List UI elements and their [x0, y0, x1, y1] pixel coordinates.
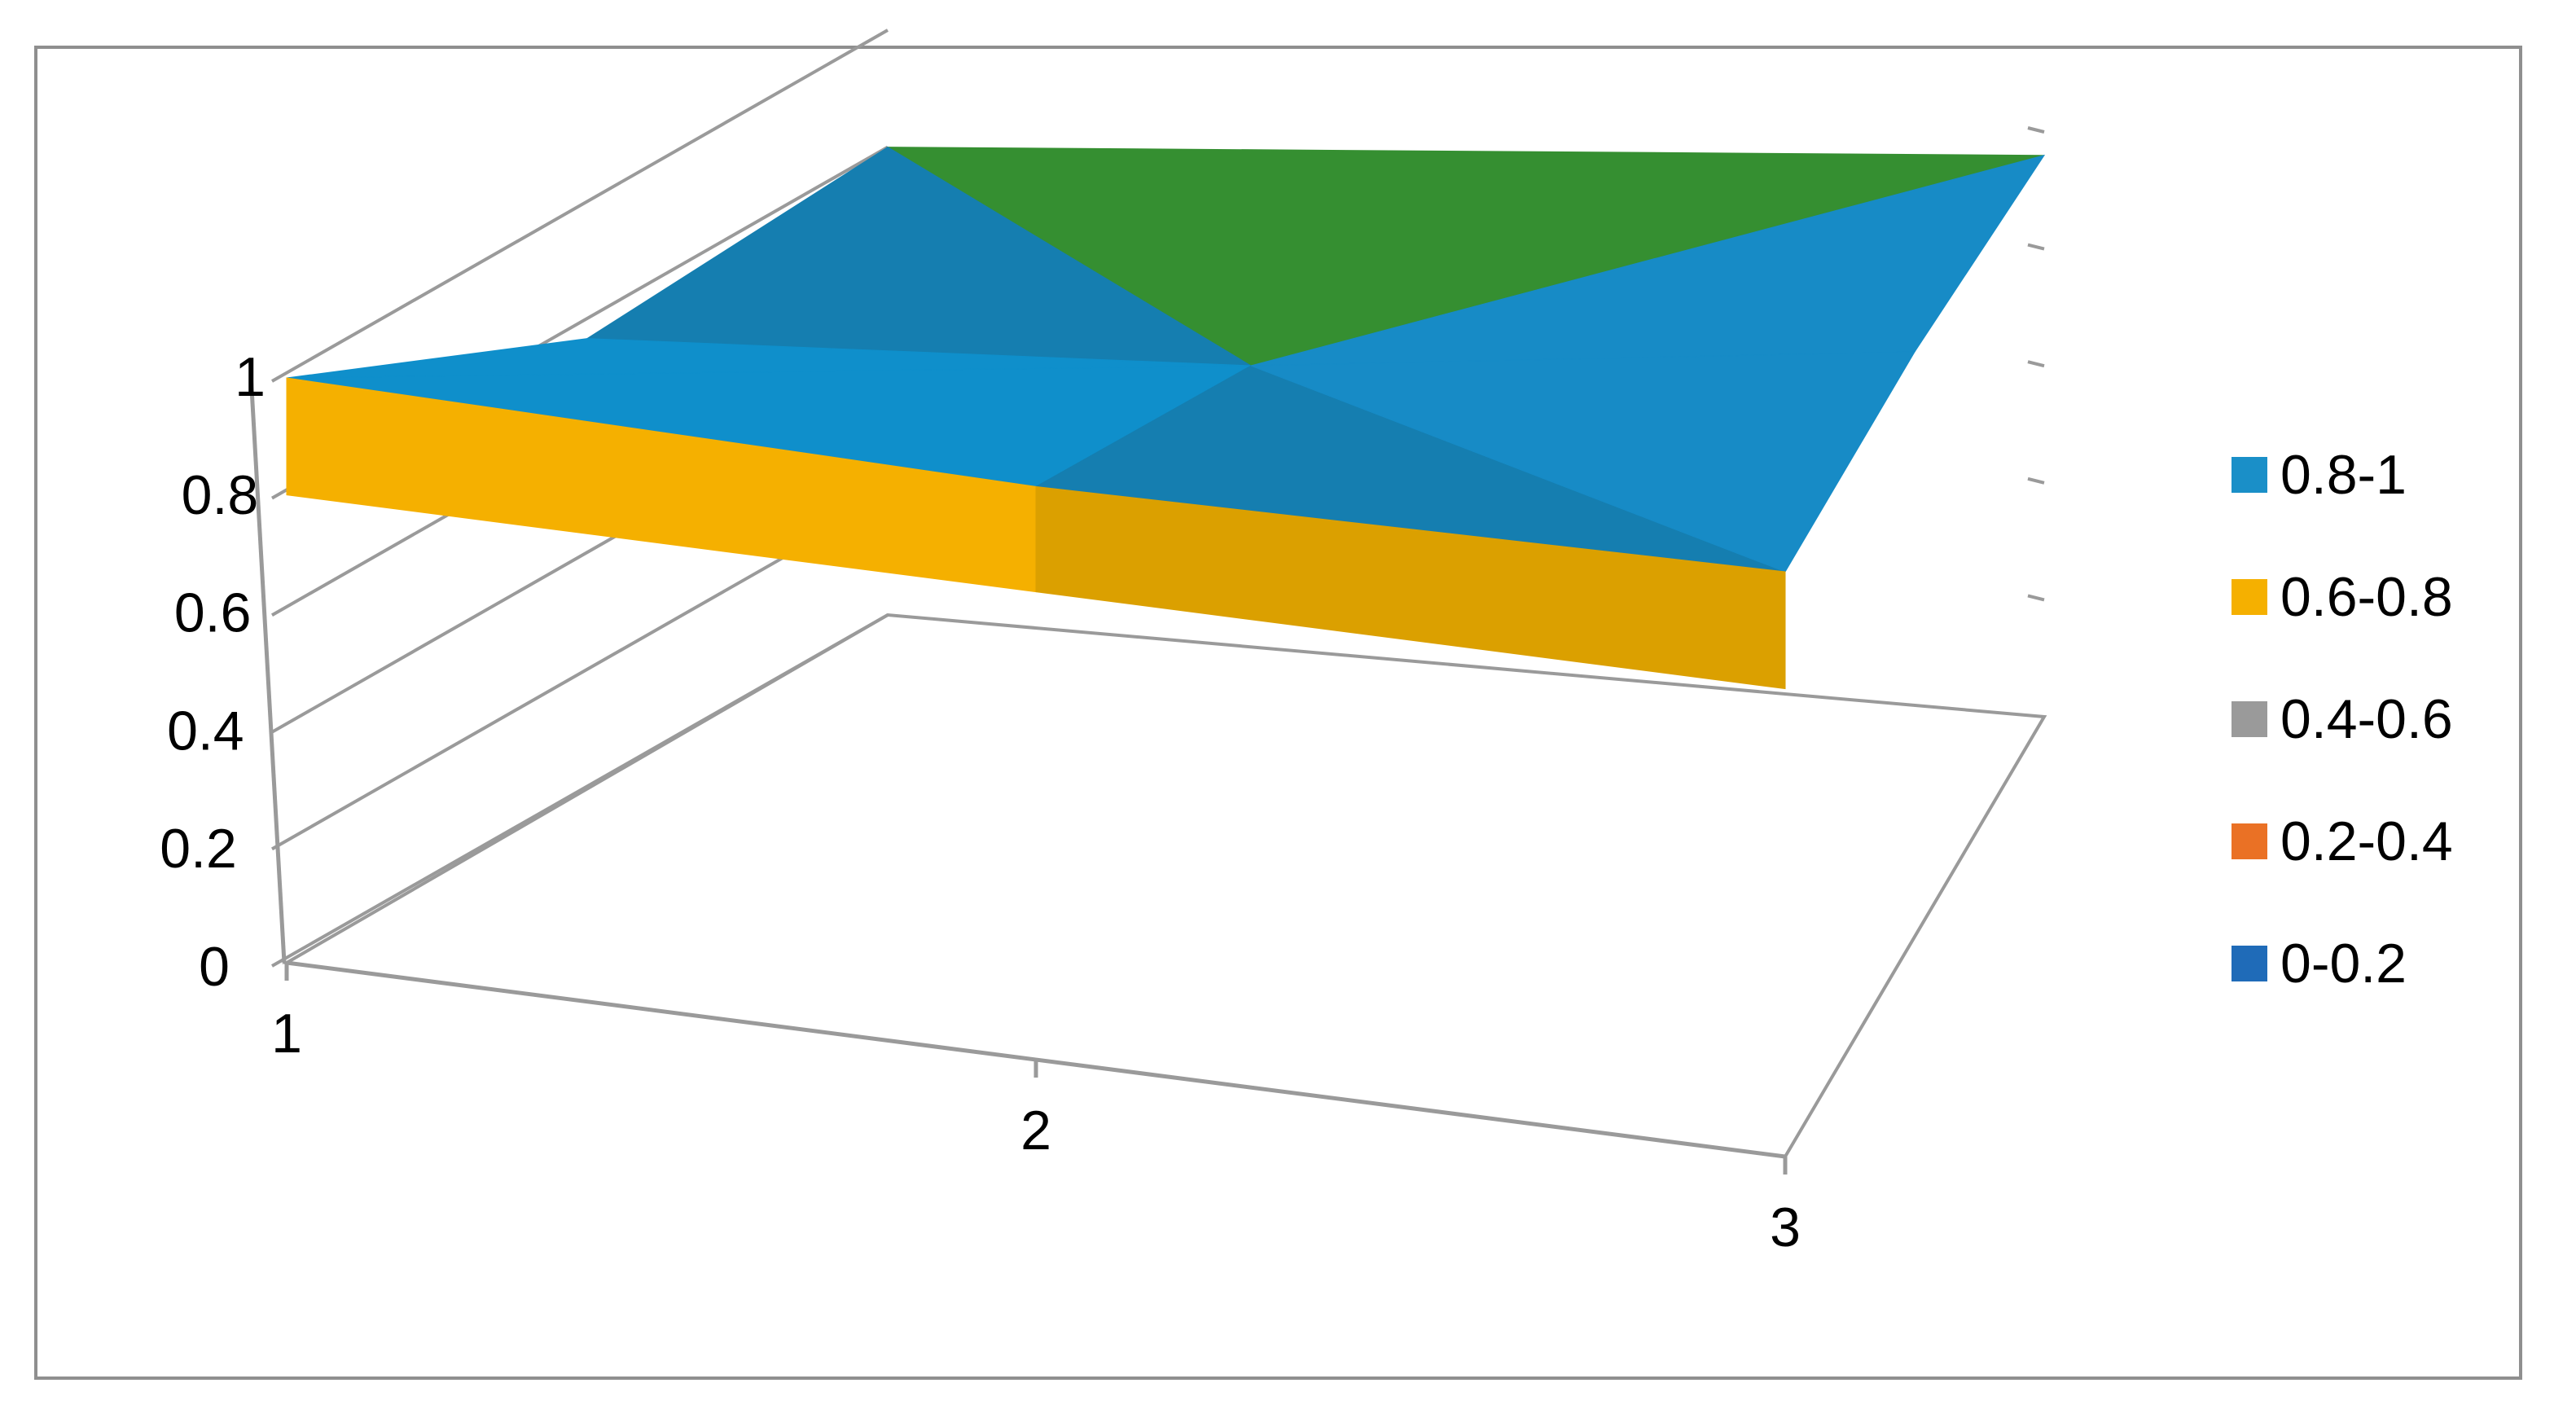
legend-label: 0.8-1 [2280, 444, 2407, 506]
legend-swatch [2232, 823, 2267, 859]
surface-face-right [1250, 351, 1916, 573]
z-tick-label: 0.8 [182, 464, 259, 526]
surface-band-orange-right [1035, 485, 1786, 690]
legend-label: 0-0.2 [2280, 933, 2407, 995]
x-tick-label: 3 [1770, 1196, 1801, 1258]
back-wall-gridline [2027, 243, 2045, 251]
z-tick-label: 0.2 [160, 818, 237, 880]
legend-item: 0.6-0.8 [2232, 566, 2453, 628]
z-axis-line [248, 373, 287, 964]
back-wall-gridline [2027, 126, 2045, 134]
back-wall-gridline [2027, 360, 2045, 368]
legend-item: 0.8-1 [2232, 444, 2407, 506]
back-wall-gridline [2027, 594, 2045, 602]
x-tick-label: 2 [1020, 1100, 1051, 1161]
z-tick-label: 0 [199, 936, 230, 998]
legend-swatch [2232, 701, 2267, 737]
legend-item: 0.2-0.4 [2232, 810, 2453, 872]
legend-swatch [2232, 457, 2267, 493]
surface-face-left [286, 338, 1252, 379]
left-wall-gridline [271, 613, 889, 968]
legend-swatch [2232, 579, 2267, 615]
tick-layer: 0 0.2 0.4 0.6 0.8 1 1 2 3 [160, 346, 1801, 1258]
x-tick-label: 1 [271, 1003, 302, 1065]
z-tick-label: 0.4 [167, 700, 244, 762]
back-wall-gridline [2027, 476, 2045, 485]
left-wall-gridline [271, 29, 889, 383]
legend-item: 0-0.2 [2232, 933, 2407, 995]
z-tick-label: 1 [235, 346, 265, 408]
legend-label: 0.2-0.4 [2280, 810, 2453, 872]
legend-label: 0.6-0.8 [2280, 566, 2453, 628]
legend: 0.8-1 0.6-0.8 0.4-0.6 0.2-0.4 0-0.2 [2232, 444, 2453, 995]
legend-item: 0.4-0.6 [2232, 688, 2453, 750]
legend-label: 0.4-0.6 [2280, 688, 2453, 750]
axis-layer [248, 373, 1788, 1175]
z-tick-label: 0.6 [174, 582, 252, 644]
surface-layer [286, 147, 2046, 690]
legend-swatch [2232, 946, 2267, 981]
